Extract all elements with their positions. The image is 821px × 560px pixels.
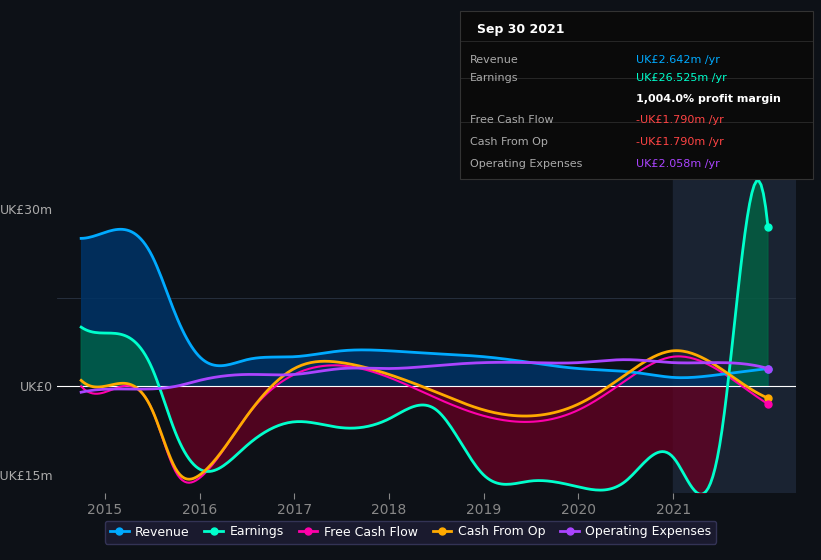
Text: UK£26.525m /yr: UK£26.525m /yr [636, 73, 727, 83]
Bar [673, 179, 796, 493]
Text: -UK£1.790m /yr: -UK£1.790m /yr [636, 137, 724, 147]
Text: -UK£1.790m /yr: -UK£1.790m /yr [636, 115, 724, 125]
FancyBboxPatch shape [460, 11, 813, 179]
Text: 1,004.0% profit margin: 1,004.0% profit margin [636, 94, 781, 104]
Text: Earnings: Earnings [470, 73, 519, 83]
Text: Revenue: Revenue [470, 55, 519, 65]
Text: Free Cash Flow: Free Cash Flow [470, 115, 554, 125]
Text: Sep 30 2021: Sep 30 2021 [478, 23, 565, 36]
Legend: Revenue, Earnings, Free Cash Flow, Cash From Op, Operating Expenses: Revenue, Earnings, Free Cash Flow, Cash … [105, 520, 716, 544]
Text: Operating Expenses: Operating Expenses [470, 159, 583, 169]
Text: UK£2.058m /yr: UK£2.058m /yr [636, 159, 720, 169]
Text: Cash From Op: Cash From Op [470, 137, 548, 147]
Text: UK£2.642m /yr: UK£2.642m /yr [636, 55, 720, 65]
